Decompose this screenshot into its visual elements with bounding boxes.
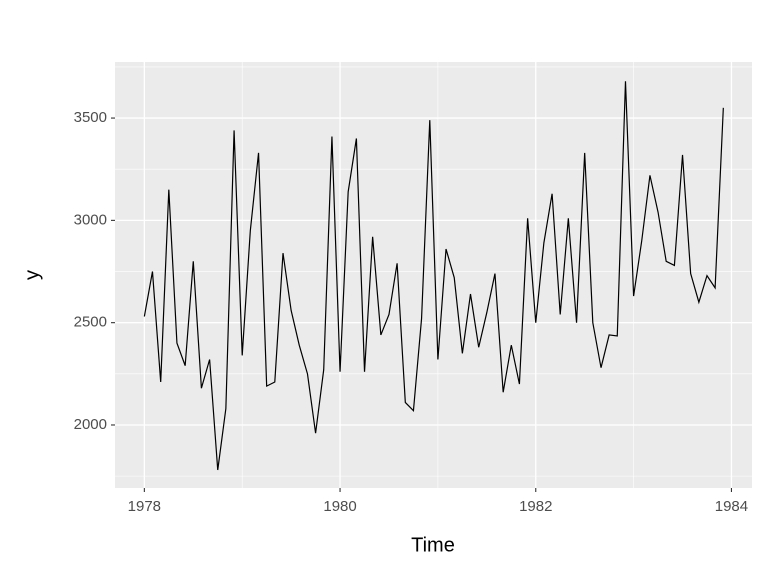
- y-tick-label: 2500: [74, 314, 107, 331]
- x-axis-title: Time: [411, 534, 455, 556]
- x-tick-label: 1980: [323, 498, 356, 515]
- x-tick-label: 1984: [715, 498, 748, 515]
- x-tick-label: 1978: [128, 498, 161, 515]
- data-line: [143, 81, 724, 471]
- y-tick-label: 3500: [74, 109, 107, 126]
- x-tick-label: 1982: [519, 498, 552, 515]
- y-tick-label: 3000: [74, 211, 107, 228]
- y-tick-label: 2000: [74, 416, 107, 433]
- y-axis-title: y: [21, 270, 43, 280]
- panel: [115, 62, 752, 488]
